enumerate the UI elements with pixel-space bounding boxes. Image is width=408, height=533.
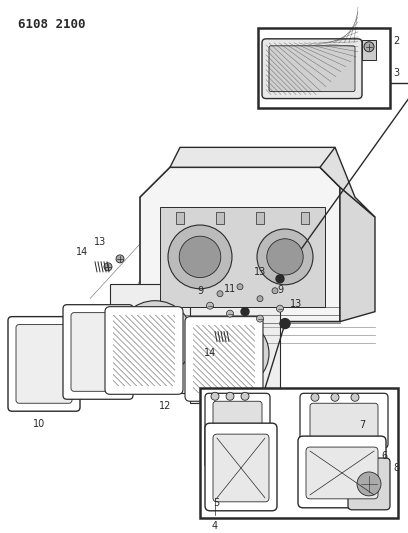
Circle shape [116,255,124,263]
Bar [193,325,255,393]
Circle shape [226,310,233,317]
Circle shape [206,302,213,309]
FancyBboxPatch shape [71,313,125,391]
Text: 11: 11 [224,284,236,294]
FancyBboxPatch shape [205,393,270,468]
Text: 7: 7 [359,420,365,430]
Circle shape [241,308,249,316]
FancyBboxPatch shape [16,325,72,403]
Bar [176,212,184,224]
Text: 9: 9 [277,285,283,295]
Circle shape [280,319,290,328]
FancyBboxPatch shape [310,403,378,438]
Bar [18,327,70,401]
Circle shape [117,301,193,376]
Polygon shape [170,147,340,187]
Circle shape [364,42,374,52]
Circle shape [331,393,339,401]
Circle shape [351,393,359,401]
Bar [200,389,398,518]
Circle shape [272,288,278,294]
FancyBboxPatch shape [213,434,269,502]
Polygon shape [140,167,340,321]
Text: 5: 5 [213,498,219,508]
Circle shape [257,229,313,285]
Bar [160,207,325,306]
FancyBboxPatch shape [269,46,355,92]
Circle shape [130,313,180,364]
FancyBboxPatch shape [298,436,386,508]
Text: 13: 13 [94,237,106,247]
Circle shape [104,263,112,271]
Circle shape [257,296,263,302]
Bar [73,314,123,389]
Circle shape [168,225,232,289]
Circle shape [226,392,234,400]
Text: 4: 4 [212,521,218,531]
Bar [362,40,376,60]
Text: 14: 14 [76,247,88,257]
FancyBboxPatch shape [185,317,263,401]
Text: 3: 3 [393,68,399,78]
FancyBboxPatch shape [300,393,388,448]
Bar [258,28,390,108]
Circle shape [276,275,284,283]
Text: 6: 6 [381,451,387,461]
FancyBboxPatch shape [262,39,362,99]
Bar [110,284,200,393]
FancyBboxPatch shape [63,305,133,399]
Text: 9: 9 [197,286,203,296]
Circle shape [311,393,319,401]
Circle shape [257,315,264,322]
FancyBboxPatch shape [8,317,80,411]
FancyBboxPatch shape [306,447,378,499]
Bar [256,212,264,224]
Text: 2: 2 [393,36,399,46]
Circle shape [213,332,257,375]
Text: 13: 13 [290,298,302,309]
Circle shape [267,239,303,275]
Polygon shape [340,187,375,321]
FancyBboxPatch shape [348,458,390,510]
FancyBboxPatch shape [105,306,183,394]
FancyBboxPatch shape [205,423,277,511]
Text: 8: 8 [393,463,399,473]
Circle shape [211,392,219,400]
Bar [113,314,175,386]
FancyBboxPatch shape [213,401,262,460]
Circle shape [241,392,249,400]
Bar [190,304,280,403]
Text: 14: 14 [204,349,216,359]
Polygon shape [320,147,375,217]
Circle shape [179,236,221,278]
Circle shape [357,472,381,496]
Circle shape [201,320,269,387]
Bar [301,212,309,224]
Bar [216,212,224,224]
Circle shape [277,305,284,312]
Circle shape [217,290,223,297]
Text: 13: 13 [254,267,266,277]
Text: 10: 10 [33,419,45,429]
Text: 6108 2100: 6108 2100 [18,18,86,31]
Circle shape [237,284,243,290]
Text: 12: 12 [159,401,171,411]
